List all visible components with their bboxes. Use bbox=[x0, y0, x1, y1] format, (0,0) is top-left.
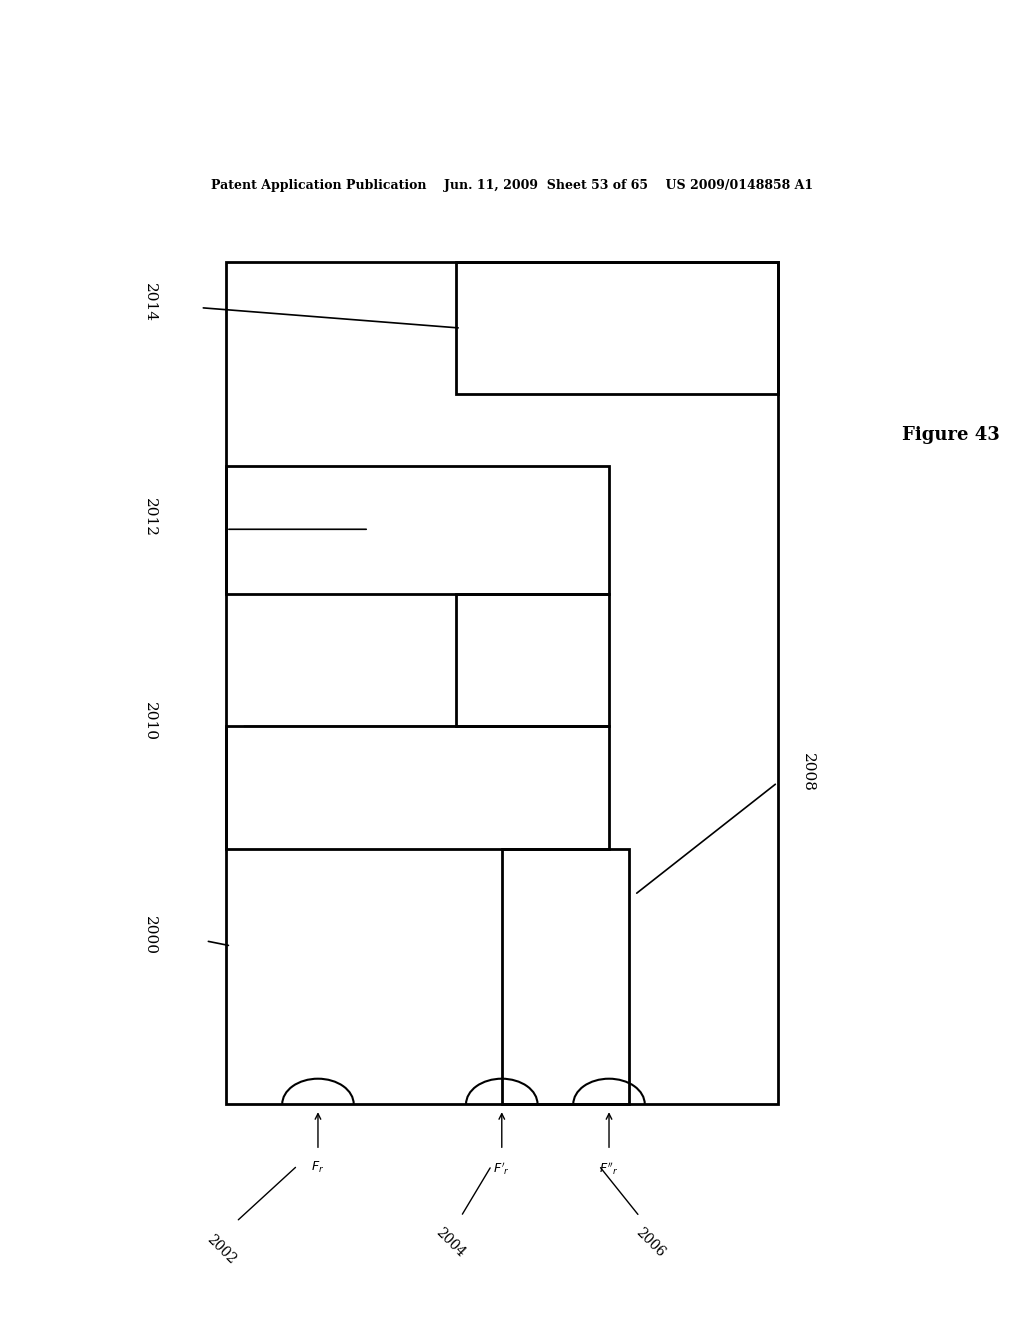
Text: Figure 43: Figure 43 bbox=[902, 426, 1000, 445]
Text: 2008: 2008 bbox=[801, 752, 815, 792]
Text: 2002: 2002 bbox=[204, 1232, 239, 1266]
Text: 2010: 2010 bbox=[142, 702, 157, 741]
Text: $F''_r$: $F''_r$ bbox=[599, 1160, 618, 1177]
Text: $F'_r$: $F'_r$ bbox=[494, 1160, 510, 1177]
Text: 2004: 2004 bbox=[433, 1225, 468, 1259]
Text: 2006: 2006 bbox=[633, 1225, 668, 1259]
Text: Patent Application Publication    Jun. 11, 2009  Sheet 53 of 65    US 2009/01488: Patent Application Publication Jun. 11, … bbox=[211, 178, 813, 191]
Text: 2014: 2014 bbox=[142, 282, 157, 322]
Text: $F_r$: $F_r$ bbox=[311, 1160, 325, 1176]
Text: 2012: 2012 bbox=[142, 498, 157, 536]
Text: 2000: 2000 bbox=[142, 916, 157, 956]
